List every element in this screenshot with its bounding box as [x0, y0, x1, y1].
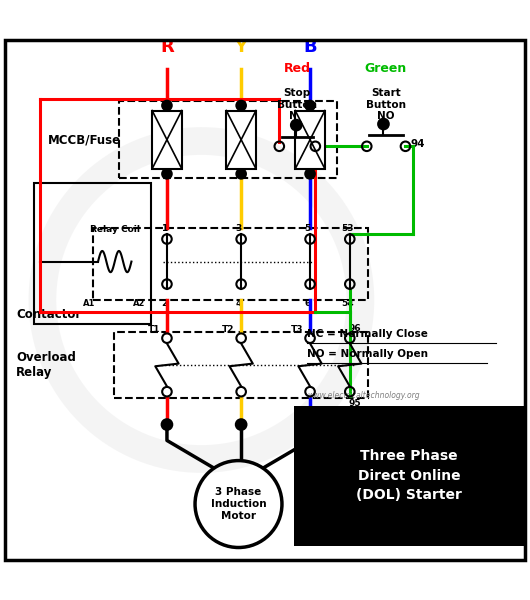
Text: T2: T2 [222, 325, 235, 334]
Text: Red: Red [284, 62, 311, 75]
Text: Three Phase
Direct Online
(DOL) Starter: Three Phase Direct Online (DOL) Starter [356, 449, 462, 502]
Circle shape [305, 101, 315, 110]
Text: 2: 2 [161, 299, 167, 308]
Text: Green: Green [365, 62, 407, 75]
Text: A1: A1 [83, 299, 95, 308]
Text: 1: 1 [161, 224, 167, 233]
Circle shape [162, 419, 172, 430]
Circle shape [162, 169, 172, 179]
Circle shape [162, 101, 172, 110]
Text: 3: 3 [235, 224, 242, 233]
Bar [295, 110, 325, 169]
Text: 3 Phase
Induction
Motor: 3 Phase Induction Motor [211, 487, 266, 521]
FancyBboxPatch shape [294, 406, 525, 547]
Text: B: B [303, 38, 317, 56]
Text: Start
Button
NO: Start Button NO [366, 88, 406, 121]
Text: www.electricaltechnology.org: www.electricaltechnology.org [307, 391, 420, 400]
Circle shape [305, 419, 315, 430]
Circle shape [236, 419, 246, 430]
Text: 4: 4 [235, 299, 242, 308]
Circle shape [305, 169, 315, 179]
Text: R: R [160, 38, 174, 56]
Circle shape [236, 101, 246, 110]
Text: 6: 6 [304, 299, 311, 308]
Circle shape [378, 119, 389, 130]
Text: 53: 53 [341, 224, 354, 233]
Text: T1: T1 [148, 325, 161, 334]
Text: 5: 5 [304, 224, 311, 233]
Bar [152, 110, 182, 169]
Text: 96: 96 [348, 324, 361, 333]
Text: NO = Normally Open: NO = Normally Open [307, 349, 428, 359]
Text: Contactor: Contactor [16, 308, 81, 321]
Text: A2: A2 [133, 299, 145, 308]
Text: Relay Coil: Relay Coil [90, 225, 140, 234]
Text: 54: 54 [341, 299, 354, 308]
Text: MCCB/Fuse: MCCB/Fuse [48, 133, 121, 146]
Text: T3: T3 [291, 325, 304, 334]
Text: Overload
Relay: Overload Relay [16, 351, 76, 379]
Text: NC = Normally Close: NC = Normally Close [307, 329, 428, 339]
Circle shape [236, 169, 246, 179]
Text: 95: 95 [348, 398, 361, 407]
Bar [226, 110, 256, 169]
Circle shape [291, 120, 302, 130]
Text: 94: 94 [411, 139, 425, 149]
Text: Y: Y [235, 38, 248, 56]
Text: Stop
Button
NC: Stop Button NC [277, 88, 317, 121]
